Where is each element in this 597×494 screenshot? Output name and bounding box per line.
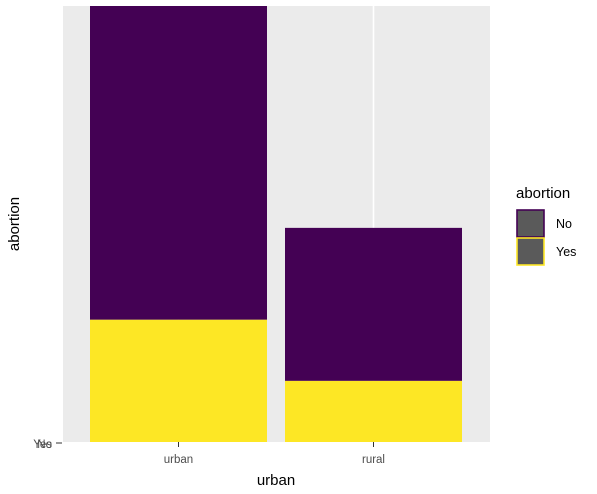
x-tick-label-urban: urban <box>164 454 193 466</box>
legend-label-yes: Yes <box>556 245 576 259</box>
y-axis: Yes No <box>33 439 62 451</box>
legend: abortion No Yes <box>516 185 576 266</box>
y-tick-label-yes: Yes <box>33 439 52 451</box>
x-axis: urban rural <box>164 442 385 466</box>
legend-title: abortion <box>516 185 570 202</box>
legend-label-no: No <box>556 217 572 231</box>
bar-rural-yes <box>285 380 462 442</box>
bar-rural-no <box>285 227 462 381</box>
legend-key-no <box>516 209 545 238</box>
legend-key-yes <box>516 237 545 266</box>
x-axis-title: urban <box>257 472 295 489</box>
y-axis-title: abortion <box>6 197 23 251</box>
y-tick-label-no: No <box>37 439 52 451</box>
x-tick-label-rural: rural <box>362 454 385 466</box>
bar-urban-no <box>90 6 267 320</box>
bar-urban-yes <box>90 319 267 442</box>
bars <box>90 6 462 442</box>
